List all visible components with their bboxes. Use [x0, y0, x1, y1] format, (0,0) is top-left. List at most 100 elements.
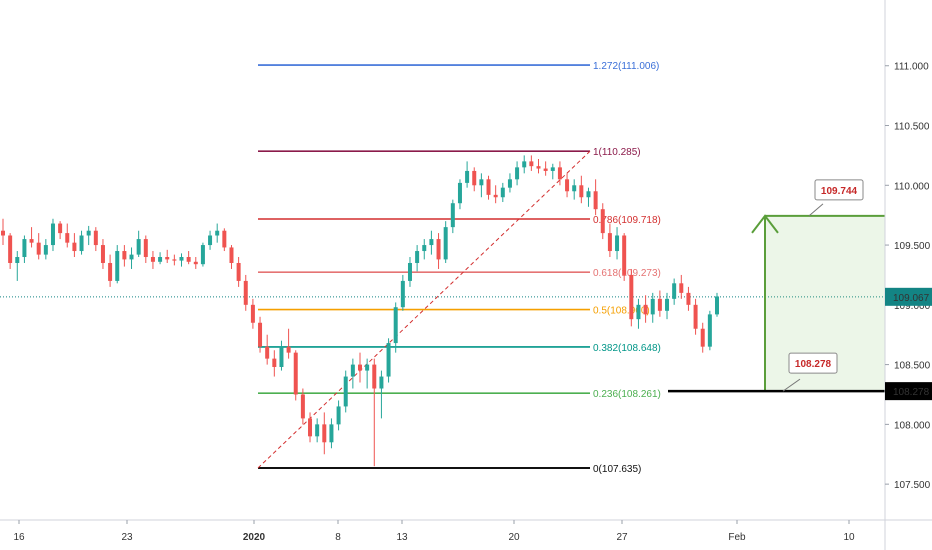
- candle-body: [143, 239, 148, 258]
- candle-body: [58, 223, 63, 234]
- y-tick-label: 110.500: [894, 122, 930, 133]
- x-tick-label: 13: [396, 532, 408, 543]
- candle-body: [336, 406, 341, 425]
- candle-body: [379, 376, 384, 389]
- candle-body: [550, 167, 555, 171]
- candle-body: [200, 245, 205, 265]
- candle-body: [386, 343, 391, 377]
- candle-body: [400, 280, 405, 308]
- callout-bottom[interactable]: [788, 352, 838, 374]
- candle-body: [122, 251, 127, 260]
- fib-label-0-786: 0.786(109.718): [593, 215, 661, 226]
- candle-body: [479, 179, 484, 186]
- x-tick-label: 27: [616, 532, 628, 543]
- candle-body: [350, 364, 355, 377]
- x-tick-label: 20: [508, 532, 520, 543]
- x-tick-label: Feb: [728, 532, 746, 543]
- candle-body: [636, 304, 641, 320]
- marker-price-tag: [885, 382, 932, 401]
- candle-body: [415, 251, 420, 263]
- marker-price-label: 108.278: [893, 387, 930, 398]
- candle-body: [208, 235, 213, 246]
- candle-body: [600, 209, 605, 234]
- candle-body: [279, 346, 284, 367]
- candlesticks: [1, 155, 719, 467]
- candle-body: [686, 292, 691, 305]
- fibonacci-levels[interactable]: 1.272(111.006) 1(110.285) 0.786(109.718) 0.…: [257, 61, 661, 475]
- candle-body: [457, 182, 462, 204]
- candle-body: [329, 424, 334, 443]
- candle-body: [500, 187, 505, 198]
- candle-body: [15, 257, 20, 263]
- candle-body: [450, 203, 455, 228]
- candle-body: [472, 170, 477, 186]
- candle-body: [79, 235, 84, 252]
- candle-body: [665, 298, 670, 311]
- candle-body: [543, 168, 548, 171]
- candle-body: [493, 194, 498, 198]
- candle-body: [579, 185, 584, 198]
- candle-body: [293, 352, 298, 395]
- target-box[interactable]: 109.744 108.278: [668, 179, 885, 393]
- callout-bottom-label: 108.278: [795, 359, 832, 370]
- candle-body: [1, 230, 5, 236]
- candle-body: [150, 257, 155, 262]
- candle-body: [443, 227, 448, 260]
- fib-label-0-618: 0.618(109.273): [593, 268, 661, 279]
- y-tick-label: 111.000: [894, 62, 929, 73]
- current-price-tag: [885, 287, 932, 306]
- candle-body: [100, 245, 105, 263]
- candle-body: [365, 364, 370, 371]
- candle-body: [172, 259, 177, 261]
- candle-body: [108, 262, 113, 281]
- fib-label-0-382: 0.382(108.648): [593, 343, 661, 354]
- candle-body: [407, 262, 412, 281]
- candle-body: [250, 304, 255, 323]
- candle-body: [572, 185, 577, 192]
- candle-body: [186, 257, 191, 262]
- fib-label-1: 1(110.285): [593, 147, 641, 158]
- candle-body: [129, 254, 134, 260]
- x-tick-label: 8: [335, 532, 341, 543]
- candle-body: [672, 283, 677, 299]
- candle-body: [50, 223, 55, 246]
- candle-body: [65, 233, 70, 243]
- candle-body: [343, 376, 348, 407]
- callout-pointer-top: [808, 203, 824, 217]
- candle-body: [536, 166, 541, 169]
- x-tick-label: 2020: [243, 532, 266, 543]
- y-axis: 111.000 110.500 110.000 109.500 109.000 108.5…: [884, 0, 932, 550]
- candle-body: [707, 314, 712, 347]
- target-arrow-head: [751, 214, 779, 234]
- candle-body: [22, 239, 27, 258]
- callout-top[interactable]: [814, 179, 864, 201]
- fib-label-0: 0(107.635): [593, 464, 641, 475]
- y-tick-label: 109.000: [894, 301, 931, 312]
- candle-body: [393, 307, 398, 344]
- candle-body: [693, 304, 698, 329]
- candle-body: [229, 247, 234, 263]
- candle-body: [300, 394, 305, 419]
- candle-body: [315, 424, 320, 437]
- candle-body: [593, 191, 598, 210]
- candle-body: [72, 242, 77, 252]
- fib-label-0-5: 0.5(108.960): [593, 306, 650, 317]
- y-tick-label: 110.000: [894, 181, 930, 192]
- candle-body: [615, 235, 620, 252]
- candle-body: [29, 239, 34, 243]
- candle-body: [115, 251, 120, 281]
- fib-label-0-236: 0.236(108.261): [593, 389, 661, 400]
- candle-body: [515, 167, 520, 180]
- candle-body: [86, 230, 91, 236]
- candle-body: [557, 167, 562, 180]
- candle-body: [622, 235, 627, 275]
- x-tick-label: 10: [843, 532, 855, 543]
- candle-body: [607, 233, 612, 252]
- y-tick-label: 109.500: [894, 241, 931, 252]
- callout-pointer-bottom: [782, 378, 801, 392]
- candle-body: [179, 257, 184, 261]
- candle-body: [650, 298, 655, 315]
- candle-body: [422, 245, 427, 252]
